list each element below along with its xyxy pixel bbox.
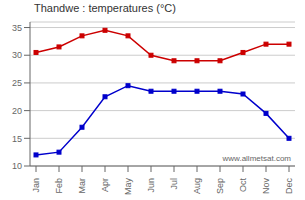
svg-text:35: 35 [12, 23, 22, 33]
html-text:www.allmetsat.com: www.allmetsat.com [222, 154, 291, 163]
svg-text:Mar: Mar [77, 178, 87, 194]
svg-text:Jun: Jun [146, 178, 156, 193]
svg-text:Oct: Oct [238, 178, 248, 193]
svg-text:May: May [123, 178, 133, 196]
svg-text:Jul: Jul [169, 178, 179, 190]
svg-text:Jan: Jan [31, 178, 41, 193]
svg-text:20: 20 [12, 106, 22, 116]
svg-text:15: 15 [12, 134, 22, 144]
svg-text:Dec: Dec [284, 178, 294, 195]
svg-text:10: 10 [12, 161, 22, 171]
svg-text:Feb: Feb [54, 178, 64, 194]
svg-text:Nov: Nov [261, 178, 271, 195]
svg-text:30: 30 [12, 50, 22, 60]
svg-text:25: 25 [12, 78, 22, 88]
svg-text:Aug: Aug [192, 178, 202, 194]
svg-text:Apr: Apr [100, 178, 110, 192]
svg-text:Sep: Sep [215, 178, 225, 194]
html-text:Thandwe : temperatures (°C): Thandwe : temperatures (°C) [34, 2, 176, 14]
